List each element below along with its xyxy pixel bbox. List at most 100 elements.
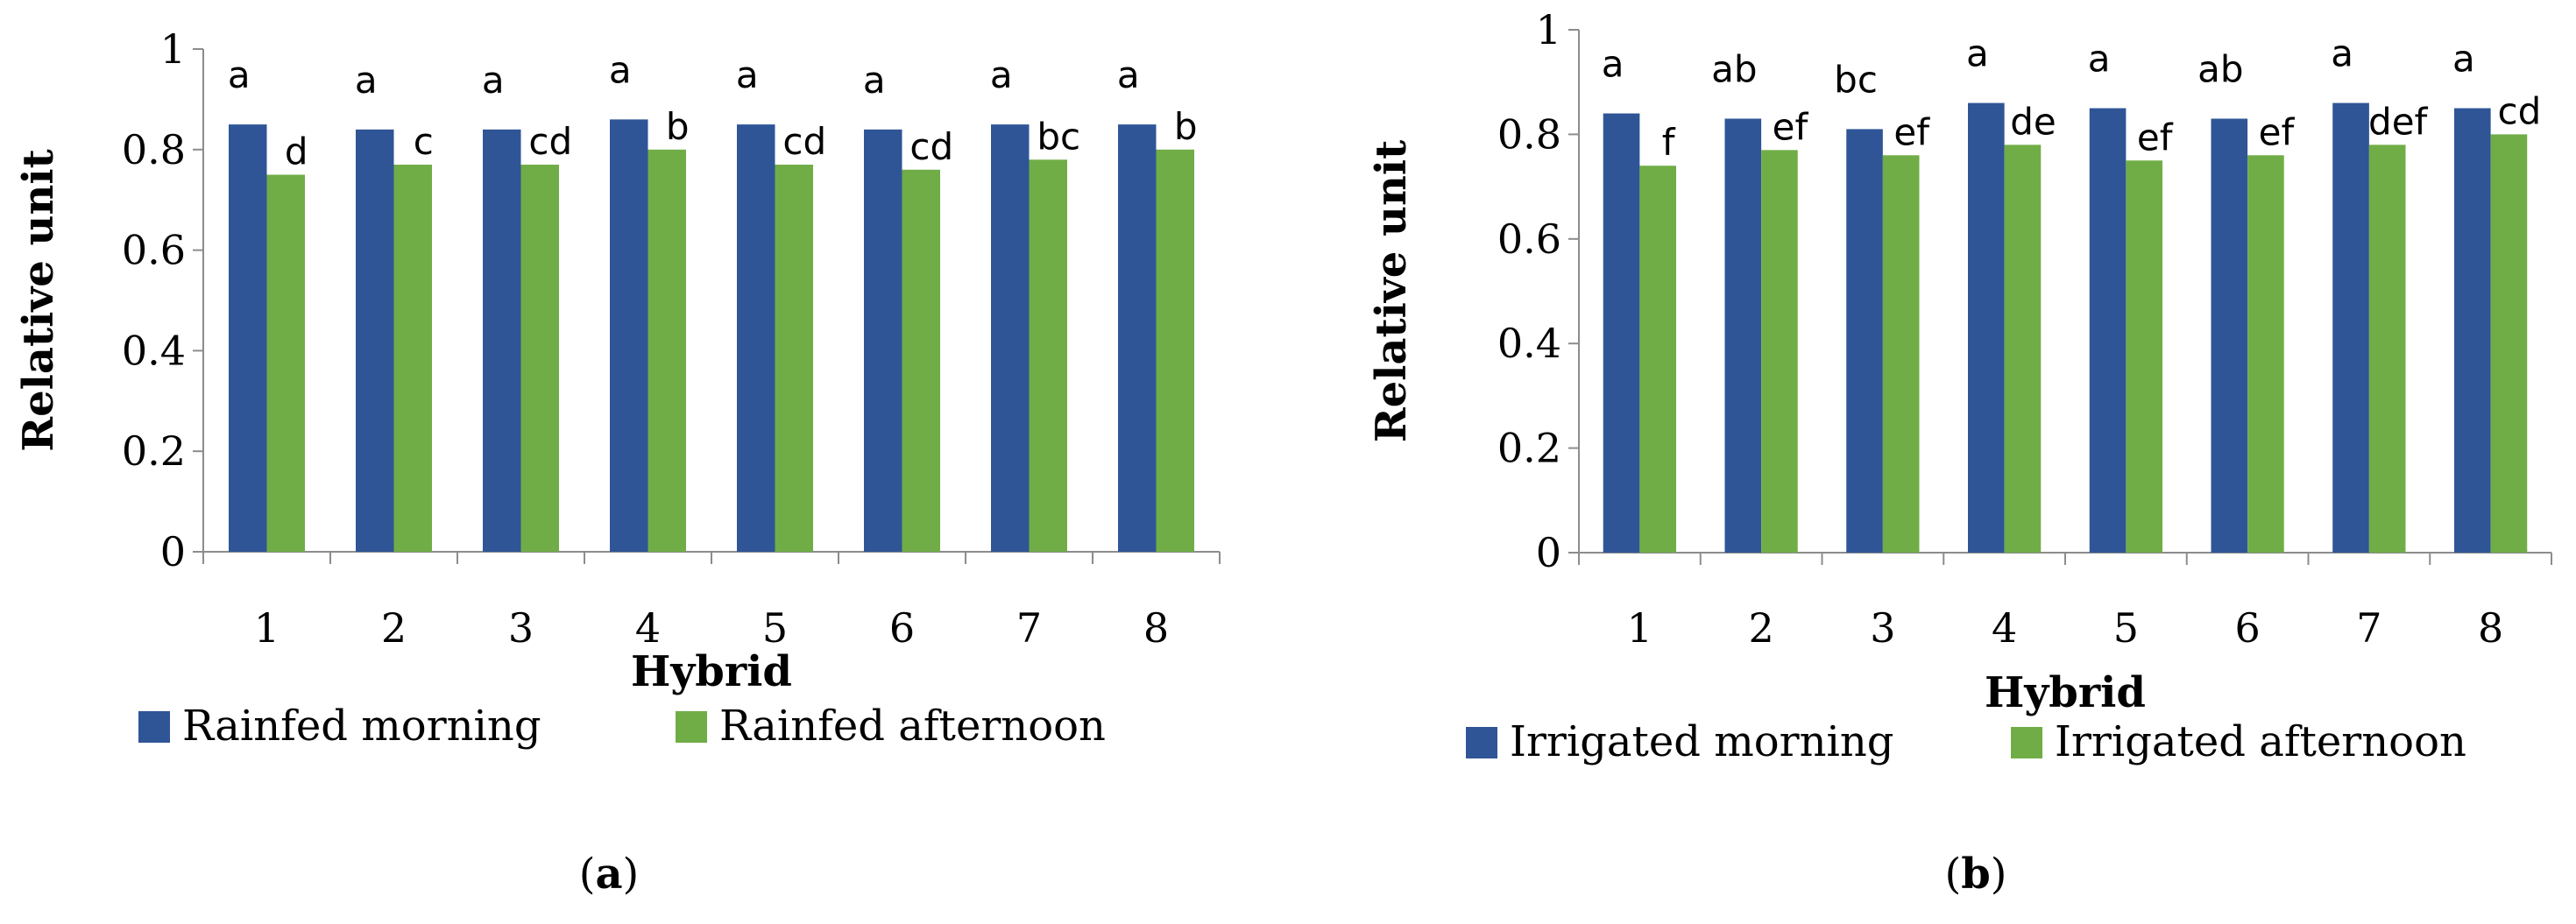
significance-letter: a bbox=[2452, 38, 2475, 81]
significance-letter: bc bbox=[1834, 58, 1878, 101]
x-axis-title: Hybrid bbox=[1985, 668, 2146, 717]
bar-irrigated-afternoon bbox=[2004, 145, 2042, 553]
significance-letter: ef bbox=[1893, 110, 1930, 153]
y-tick-label: 0.2 bbox=[1497, 425, 1561, 472]
x-tick-label: 6 bbox=[2234, 604, 2260, 652]
x-tick-label: 5 bbox=[2113, 604, 2139, 652]
bar-rainfed-morning bbox=[991, 124, 1030, 552]
significance-letter: c bbox=[414, 120, 434, 163]
legend-swatch bbox=[1466, 727, 1497, 758]
y-tick-label: 1 bbox=[1536, 6, 1561, 53]
bar-irrigated-morning bbox=[2332, 102, 2369, 553]
bar-rainfed-morning bbox=[229, 124, 267, 552]
significance-letter: a bbox=[228, 53, 251, 96]
legend-label: Rainfed afternoon bbox=[719, 702, 1106, 751]
panel-caption: (a) bbox=[579, 850, 640, 899]
y-tick-label: 0 bbox=[1536, 529, 1561, 576]
significance-letter: cd bbox=[909, 125, 953, 168]
bar-rainfed-morning bbox=[864, 129, 902, 552]
x-tick-label: 8 bbox=[1143, 604, 1169, 652]
legend-swatch bbox=[676, 711, 707, 743]
legend-label: Irrigated afternoon bbox=[2055, 717, 2466, 766]
significance-letter: a bbox=[355, 59, 378, 102]
legend-swatch bbox=[138, 711, 170, 743]
chart-panel-a: 00.20.40.60.81a a a a a a a ad c cd b cd cd bc b1 2 3 4 5 6… bbox=[14, 25, 1221, 899]
bar-irrigated-afternoon bbox=[2126, 160, 2162, 553]
bar-rainfed-morning bbox=[737, 124, 775, 552]
significance-letter: def bbox=[2368, 100, 2429, 143]
x-tick-label: 1 bbox=[254, 604, 280, 652]
significance-letter: a bbox=[609, 48, 632, 91]
significance-letter: ab bbox=[1711, 47, 1757, 90]
significance-letter: a bbox=[1602, 43, 1624, 86]
x-tick-label: 5 bbox=[762, 604, 788, 652]
bar-rainfed-afternoon bbox=[648, 149, 686, 553]
bar-rainfed-morning bbox=[1118, 124, 1157, 552]
bar-irrigated-morning bbox=[2211, 118, 2248, 554]
bar-irrigated-afternoon bbox=[1761, 150, 1798, 553]
bar-irrigated-afternoon bbox=[2247, 155, 2284, 553]
bar-irrigated-morning bbox=[1724, 118, 1762, 554]
bar-rainfed-morning bbox=[483, 129, 521, 552]
significance-letter: b bbox=[1174, 105, 1198, 148]
y-tick-label: 0.4 bbox=[1497, 320, 1561, 367]
legend-swatch bbox=[2011, 727, 2042, 758]
significance-letter: ef bbox=[1773, 105, 1809, 148]
x-axis-title: Hybrid bbox=[631, 647, 792, 696]
x-tick-label: 8 bbox=[2478, 604, 2503, 652]
significance-letter: f bbox=[1662, 121, 1676, 164]
legend-label: Rainfed morning bbox=[182, 702, 541, 751]
significance-letter: a bbox=[1117, 53, 1140, 96]
x-tick-label: 3 bbox=[1870, 604, 1895, 652]
bar-rainfed-morning bbox=[356, 129, 394, 552]
x-tick-label: 6 bbox=[889, 604, 915, 652]
bar-irrigated-afternoon bbox=[2490, 134, 2528, 553]
y-axis-title: Relative unit bbox=[1367, 140, 1416, 443]
bar-irrigated-morning bbox=[1846, 129, 1883, 553]
y-tick-label: 0.4 bbox=[122, 327, 186, 374]
bar-irrigated-afternoon bbox=[1639, 166, 1676, 553]
significance-letter: ef bbox=[2259, 110, 2296, 153]
bar-rainfed-afternoon bbox=[775, 165, 813, 552]
y-tick-label: 0.8 bbox=[1497, 110, 1561, 158]
significance-letter: a bbox=[990, 53, 1013, 96]
panel-caption: (b) bbox=[1944, 850, 2006, 899]
bar-irrigated-afternoon bbox=[1882, 155, 1920, 553]
bar-rainfed-afternoon bbox=[1156, 149, 1194, 553]
x-tick-label: 4 bbox=[1992, 604, 2017, 652]
bar-rainfed-morning bbox=[610, 119, 648, 553]
x-tick-label: 4 bbox=[635, 604, 661, 652]
y-tick-label: 1 bbox=[160, 25, 186, 73]
significance-letter: a bbox=[2331, 32, 2353, 75]
y-tick-label: 0.6 bbox=[1497, 215, 1561, 263]
significance-letter: a bbox=[863, 59, 886, 102]
chart-panel-b: 00.20.40.60.81a ab bca a ab a af ef ef de ef ef def c… bbox=[1367, 6, 2552, 899]
significance-letter: cd bbox=[528, 120, 572, 163]
x-tick-label: 2 bbox=[381, 604, 407, 652]
significance-letter: cd bbox=[2498, 89, 2542, 132]
bar-rainfed-afternoon bbox=[902, 169, 940, 552]
bar-irrigated-afternoon bbox=[2368, 145, 2406, 553]
bar-rainfed-afternoon bbox=[393, 165, 432, 552]
bar-rainfed-afternoon bbox=[266, 174, 305, 552]
y-tick-label: 0.2 bbox=[122, 427, 186, 475]
y-axis-title: Relative unit bbox=[14, 149, 63, 452]
significance-letter: ab bbox=[2197, 47, 2243, 90]
y-tick-label: 0.6 bbox=[122, 227, 186, 274]
bar-rainfed-afternoon bbox=[520, 165, 559, 552]
x-tick-label: 3 bbox=[508, 604, 534, 652]
y-tick-label: 0.8 bbox=[122, 126, 186, 173]
bar-irrigated-morning bbox=[1603, 113, 1640, 553]
significance-letter: a bbox=[2088, 38, 2111, 81]
significance-letter: a bbox=[482, 59, 505, 102]
significance-letter: a bbox=[1966, 32, 1989, 75]
significance-letter: bc bbox=[1037, 115, 1080, 158]
significance-letter: d bbox=[285, 130, 308, 173]
significance-letter: ef bbox=[2137, 116, 2174, 159]
bar-irrigated-morning bbox=[1968, 102, 2005, 553]
bar-irrigated-morning bbox=[2089, 108, 2127, 554]
bar-irrigated-morning bbox=[2454, 108, 2491, 554]
y-tick-label: 0 bbox=[160, 528, 186, 575]
x-tick-label: 7 bbox=[1016, 604, 1042, 652]
